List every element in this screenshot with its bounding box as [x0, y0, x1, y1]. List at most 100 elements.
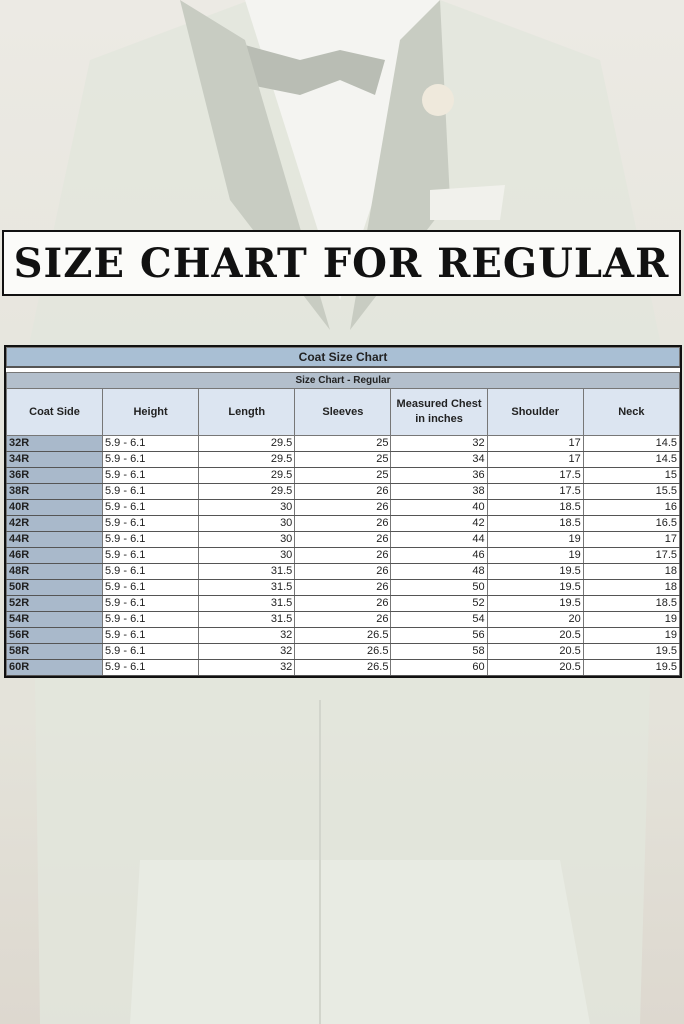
table-cell: 32 — [198, 627, 296, 644]
table-cell: 58 — [390, 643, 488, 660]
table-cell: 5.9 - 6.1 — [101, 595, 200, 612]
table-row: 54R 5.9 - 6.1 31.5 26 54 20 19 — [6, 611, 681, 628]
table-cell: 48 — [390, 563, 488, 580]
table-row: 56R 5.9 - 6.1 32 26.5 56 20.5 19 — [6, 627, 681, 644]
table-cell: 5.9 - 6.1 — [101, 611, 200, 628]
table-row: 34R 5.9 - 6.1 29.5 25 34 17 14.5 — [6, 451, 681, 468]
size-cell: 34R — [6, 451, 103, 468]
table-cell: 5.9 - 6.1 — [101, 627, 200, 644]
table-cell: 15 — [582, 467, 681, 484]
table-cell: 42 — [390, 515, 488, 532]
size-cell: 32R — [6, 435, 103, 452]
size-cell: 58R — [6, 643, 103, 660]
table-cell: 19.5 — [486, 563, 584, 580]
spacer — [6, 367, 680, 373]
table-cell: 52 — [390, 595, 488, 612]
table-row: 50R 5.9 - 6.1 31.5 26 50 19.5 18 — [6, 579, 681, 596]
size-cell: 42R — [6, 515, 103, 532]
table-cell: 26 — [294, 595, 392, 612]
table-cell: 20 — [486, 611, 584, 628]
table-cell: 17.5 — [486, 483, 584, 500]
table-cell: 20.5 — [486, 643, 584, 660]
table-cell: 14.5 — [582, 451, 681, 468]
table-cell: 5.9 - 6.1 — [101, 515, 200, 532]
table-cell: 26 — [294, 563, 392, 580]
table-row: 60R 5.9 - 6.1 32 26.5 60 20.5 19.5 — [6, 659, 681, 676]
size-cell: 46R — [6, 547, 103, 564]
size-cell: 40R — [6, 499, 103, 516]
table-row: 38R 5.9 - 6.1 29.5 26 38 17.5 15.5 — [6, 483, 681, 500]
table-cell: 5.9 - 6.1 — [101, 483, 200, 500]
table-cell: 5.9 - 6.1 — [101, 659, 200, 676]
table-cell: 25 — [294, 467, 392, 484]
table-cell: 26 — [294, 611, 392, 628]
table-cell: 19 — [486, 547, 584, 564]
table-cell: 26 — [294, 579, 392, 596]
heading-text: SIZE CHART FOR REGULAR — [13, 239, 670, 287]
table-cell: 29.5 — [198, 467, 296, 484]
table-cell: 54 — [390, 611, 488, 628]
table-cell: 17 — [582, 531, 681, 548]
coat-size-table: Coat Size Chart Size Chart - Regular Coa… — [4, 345, 682, 678]
table-cell: 19 — [486, 531, 584, 548]
table-cell: 26 — [294, 531, 392, 548]
table-cell: 18.5 — [582, 595, 681, 612]
table-cell: 30 — [198, 531, 296, 548]
table-cell: 26 — [294, 515, 392, 532]
table-cell: 40 — [390, 499, 488, 516]
table-cell: 26.5 — [294, 643, 392, 660]
table-row: 48R 5.9 - 6.1 31.5 26 48 19.5 18 — [6, 563, 681, 580]
size-cell: 56R — [6, 627, 103, 644]
table-cell: 29.5 — [198, 483, 296, 500]
table-cell: 19 — [582, 611, 681, 628]
table-cell: 5.9 - 6.1 — [101, 547, 200, 564]
table-cell: 17 — [486, 451, 584, 468]
table-cell: 19.5 — [486, 579, 584, 596]
table-cell: 20.5 — [486, 659, 584, 676]
table-cell: 29.5 — [198, 451, 296, 468]
table-cell: 5.9 - 6.1 — [101, 467, 200, 484]
table-cell: 38 — [390, 483, 488, 500]
table-subtitle: Size Chart - Regular — [6, 372, 680, 389]
table-cell: 5.9 - 6.1 — [101, 499, 200, 516]
table-cell: 5.9 - 6.1 — [101, 435, 200, 452]
column-header: Coat Side — [6, 388, 103, 436]
column-header: Measured Chest in inches — [390, 388, 488, 436]
table-row: 44R 5.9 - 6.1 30 26 44 19 17 — [6, 531, 681, 548]
column-header: Neck — [582, 388, 681, 436]
table-cell: 5.9 - 6.1 — [101, 531, 200, 548]
table-cell: 19 — [582, 627, 681, 644]
table-cell: 5.9 - 6.1 — [101, 451, 200, 468]
size-cell: 38R — [6, 483, 103, 500]
table-cell: 34 — [390, 451, 488, 468]
table-cell: 18.5 — [486, 499, 584, 516]
table-cell: 60 — [390, 659, 488, 676]
table-cell: 46 — [390, 547, 488, 564]
table-cell: 15.5 — [582, 483, 681, 500]
table-cell: 36 — [390, 467, 488, 484]
table-cell: 18 — [582, 563, 681, 580]
table-cell: 31.5 — [198, 563, 296, 580]
table-cell: 19.5 — [486, 595, 584, 612]
table-row: 52R 5.9 - 6.1 31.5 26 52 19.5 18.5 — [6, 595, 681, 612]
table-row: 58R 5.9 - 6.1 32 26.5 58 20.5 19.5 — [6, 643, 681, 660]
size-cell: 36R — [6, 467, 103, 484]
column-header: Height — [101, 388, 200, 436]
table-cell: 19.5 — [582, 659, 681, 676]
column-header: Length — [198, 388, 296, 436]
table-cell: 26.5 — [294, 627, 392, 644]
table-cell: 29.5 — [198, 435, 296, 452]
table-cell: 32 — [198, 643, 296, 660]
table-cell: 32 — [390, 435, 488, 452]
table-title: Coat Size Chart — [6, 347, 680, 368]
size-cell: 52R — [6, 595, 103, 612]
table-row: 36R 5.9 - 6.1 29.5 25 36 17.5 15 — [6, 467, 681, 484]
table-cell: 16.5 — [582, 515, 681, 532]
table-cell: 5.9 - 6.1 — [101, 563, 200, 580]
table-cell: 30 — [198, 515, 296, 532]
table-cell: 31.5 — [198, 611, 296, 628]
table-cell: 17.5 — [486, 467, 584, 484]
size-chart-heading: SIZE CHART FOR REGULAR — [2, 230, 681, 296]
size-cell: 60R — [6, 659, 103, 676]
table-row: 32R 5.9 - 6.1 29.5 25 32 17 14.5 — [6, 435, 681, 452]
